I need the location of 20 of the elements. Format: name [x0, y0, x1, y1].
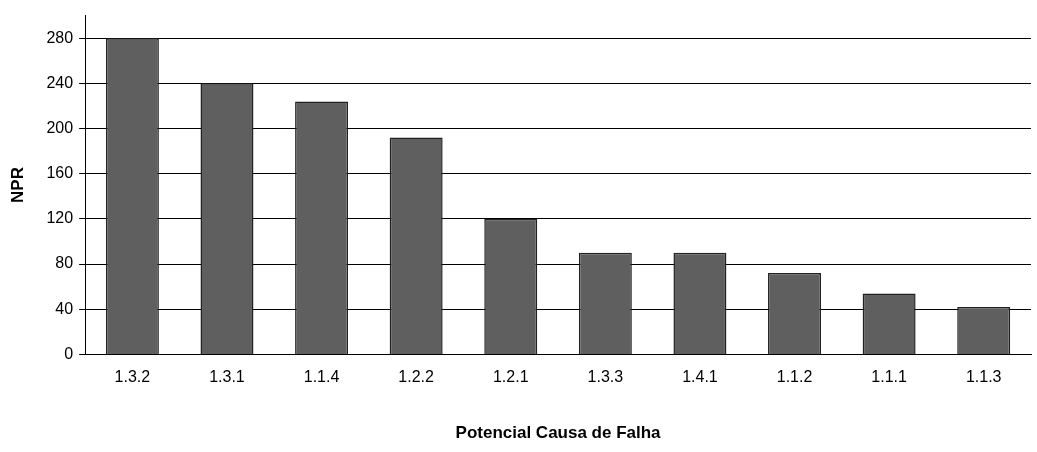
x-tick-label: 1.1.4 [303, 368, 340, 386]
y-tick-label: 40 [55, 299, 74, 317]
y-tick-label: 200 [46, 118, 74, 136]
y-axis-title: NPR [7, 167, 27, 203]
y-tick-label: 120 [46, 209, 74, 227]
x-tick-label: 1.3.2 [114, 368, 151, 386]
y-tick-label: 80 [55, 254, 74, 272]
x-tick-label: 1.3.1 [209, 368, 245, 386]
x-tick-label: 1.4.1 [682, 368, 718, 386]
x-axis-title: Potencial Causa de Falha [455, 423, 662, 443]
x-tick-label: 1.2.2 [398, 368, 435, 386]
y-tick-label: 160 [46, 164, 74, 182]
y-tick-label: 280 [46, 28, 74, 46]
x-tick-label: 1.1.2 [776, 368, 813, 386]
x-tick-label: 1.1.3 [965, 368, 1002, 386]
x-tick-label: 1.1.1 [871, 368, 907, 386]
y-tick-label: 0 [64, 344, 74, 362]
y-tick-label: 240 [46, 73, 74, 91]
x-tick-label: 1.2.1 [492, 368, 529, 386]
x-tick-label: 1.3.3 [587, 368, 624, 386]
